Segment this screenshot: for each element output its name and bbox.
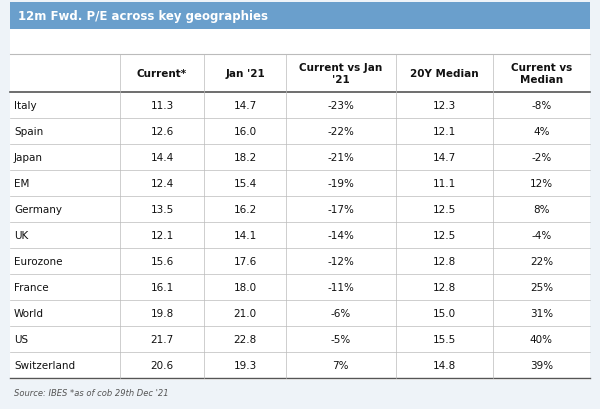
Text: -23%: -23% [328,101,354,111]
Text: Germany: Germany [14,204,62,214]
Text: 8%: 8% [533,204,550,214]
Text: -2%: -2% [531,153,551,163]
Text: Japan: Japan [14,153,43,163]
Text: 11.1: 11.1 [433,179,456,189]
Text: -5%: -5% [331,334,351,344]
Text: 18.2: 18.2 [233,153,257,163]
Text: 31%: 31% [530,308,553,318]
Text: 16.0: 16.0 [233,127,257,137]
Text: 7%: 7% [332,360,349,370]
Text: 12.8: 12.8 [433,256,456,266]
Text: -19%: -19% [328,179,354,189]
Text: 12.6: 12.6 [151,127,173,137]
Text: Source: IBES *as of cob 29th Dec '21: Source: IBES *as of cob 29th Dec '21 [14,388,169,397]
Text: -12%: -12% [328,256,354,266]
Text: Italy: Italy [14,101,37,111]
Text: 19.8: 19.8 [151,308,173,318]
Text: 16.2: 16.2 [233,204,257,214]
Text: -6%: -6% [331,308,351,318]
Text: 17.6: 17.6 [233,256,257,266]
Text: Current vs
Median: Current vs Median [511,63,572,85]
Text: 12m Fwd. P/E across key geographies: 12m Fwd. P/E across key geographies [18,10,268,23]
Text: -17%: -17% [328,204,354,214]
Text: Spain: Spain [14,127,43,137]
Text: 12.1: 12.1 [433,127,456,137]
Text: 22%: 22% [530,256,553,266]
Text: 21.0: 21.0 [233,308,257,318]
Text: 14.7: 14.7 [433,153,456,163]
Text: 12.5: 12.5 [433,230,456,240]
Bar [10,3,590,30]
Text: France: France [14,282,49,292]
Text: 20Y Median: 20Y Median [410,69,479,79]
Text: World: World [14,308,44,318]
Text: 16.1: 16.1 [151,282,173,292]
Text: 12.8: 12.8 [433,282,456,292]
Text: 21.7: 21.7 [151,334,173,344]
Text: US: US [14,334,28,344]
Text: Eurozone: Eurozone [14,256,62,266]
Text: UK: UK [14,230,28,240]
Text: Current*: Current* [137,69,187,79]
Text: 20.6: 20.6 [151,360,173,370]
Text: 22.8: 22.8 [233,334,257,344]
Text: -4%: -4% [531,230,551,240]
Text: -14%: -14% [328,230,354,240]
Text: 25%: 25% [530,282,553,292]
Text: 15.0: 15.0 [433,308,456,318]
Text: 14.4: 14.4 [151,153,173,163]
Text: Switzerland: Switzerland [14,360,75,370]
Text: 15.6: 15.6 [151,256,173,266]
Text: 12.3: 12.3 [433,101,456,111]
Text: -22%: -22% [328,127,354,137]
Text: 39%: 39% [530,360,553,370]
Text: 14.8: 14.8 [433,360,456,370]
Text: 12.1: 12.1 [151,230,173,240]
Text: -8%: -8% [531,101,551,111]
Text: -21%: -21% [328,153,354,163]
Text: Jan '21: Jan '21 [225,69,265,79]
Text: 12%: 12% [530,179,553,189]
Text: 15.4: 15.4 [233,179,257,189]
Text: 19.3: 19.3 [233,360,257,370]
Text: 40%: 40% [530,334,553,344]
Text: 12.4: 12.4 [151,179,173,189]
Text: EM: EM [14,179,29,189]
Text: 11.3: 11.3 [151,101,173,111]
Text: 13.5: 13.5 [151,204,173,214]
Text: 14.1: 14.1 [233,230,257,240]
Text: -11%: -11% [328,282,354,292]
Text: 12.5: 12.5 [433,204,456,214]
Text: 14.7: 14.7 [233,101,257,111]
Text: Current vs Jan
'21: Current vs Jan '21 [299,63,382,85]
Text: 4%: 4% [533,127,550,137]
Text: 18.0: 18.0 [233,282,257,292]
Text: 15.5: 15.5 [433,334,456,344]
